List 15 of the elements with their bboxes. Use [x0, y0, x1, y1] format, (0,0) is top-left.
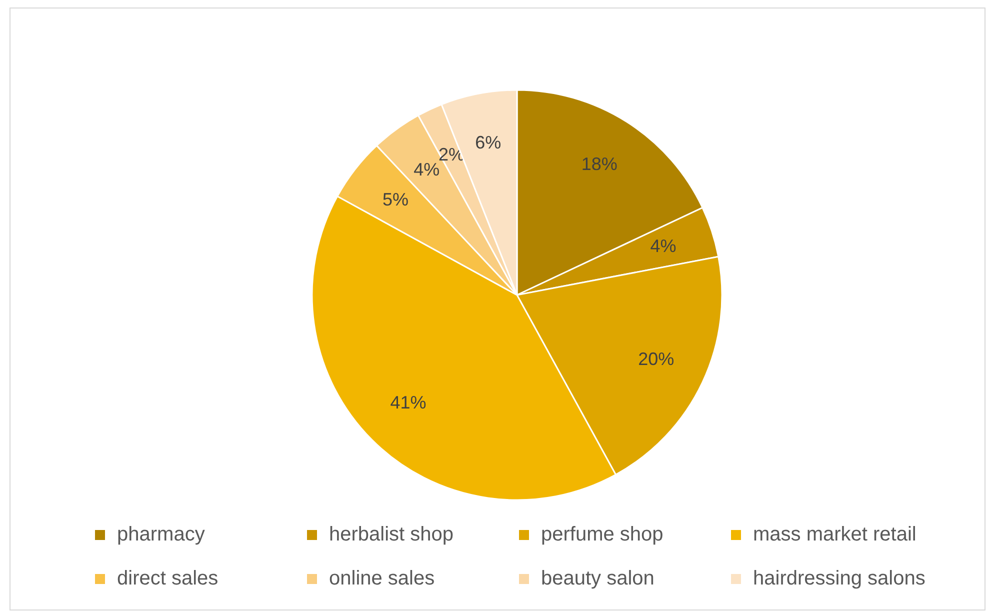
- data-label: 41%: [390, 392, 426, 412]
- legend-label: mass market retail: [753, 523, 916, 546]
- legend-label: pharmacy: [117, 523, 205, 546]
- legend-label: hairdressing salons: [753, 567, 926, 590]
- data-label: 20%: [638, 349, 674, 370]
- data-label: 6%: [475, 132, 502, 153]
- legend-label: perfume shop: [541, 523, 664, 546]
- legend-label: herbalist shop: [329, 523, 454, 546]
- data-label: 4%: [650, 236, 676, 256]
- data-label: 4%: [414, 159, 440, 180]
- data-label: 5%: [382, 190, 409, 210]
- data-label: 18%: [581, 154, 618, 174]
- legend-label: direct sales: [117, 567, 218, 590]
- legend-label: beauty salon: [541, 567, 654, 590]
- legend-label: online sales: [329, 567, 435, 590]
